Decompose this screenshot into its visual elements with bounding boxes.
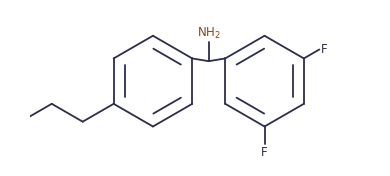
Text: NH$_2$: NH$_2$: [197, 26, 221, 41]
Text: F: F: [261, 146, 268, 159]
Text: F: F: [321, 43, 327, 56]
